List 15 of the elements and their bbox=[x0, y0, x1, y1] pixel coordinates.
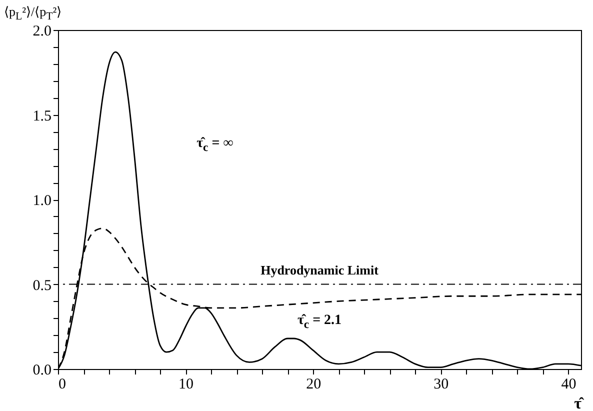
x-tick-label: 30 bbox=[434, 376, 449, 392]
ref-line-label: Hydrodynamic Limit bbox=[260, 262, 380, 278]
y-tick-label: 0.5 bbox=[32, 278, 52, 294]
y-tick-label: 1.5 bbox=[32, 108, 52, 124]
y-axis-title: ⟨p$_{L}$²⟩/⟨p$_{T}$²⟩ bbox=[4, 4, 62, 23]
y-tick-label: 1.0 bbox=[32, 193, 52, 209]
x-tick-label: 0 bbox=[58, 376, 66, 392]
annotation: τ̂$_{c}$ = 2.1 bbox=[297, 312, 342, 330]
y-tick-label: 2.0 bbox=[32, 24, 52, 40]
x-tick-label: 40 bbox=[561, 376, 576, 392]
x-tick-label: 10 bbox=[178, 376, 194, 392]
x-axis-title: τ̂ bbox=[574, 396, 584, 411]
annotation: τ̂$_{c}$ = ∞ bbox=[196, 136, 234, 154]
y-tick-label: 0.0 bbox=[32, 362, 52, 378]
x-tick-label: 20 bbox=[306, 376, 322, 392]
